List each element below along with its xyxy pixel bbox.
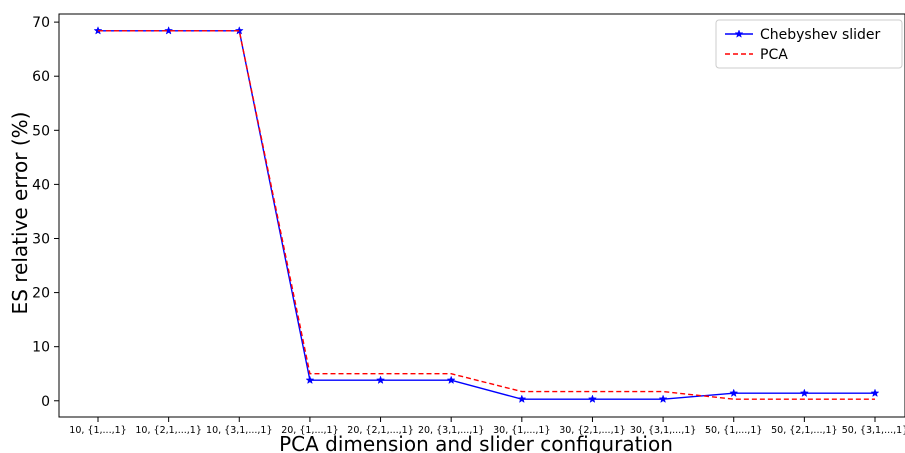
series-line	[98, 30, 875, 400]
y-tick-label: 70	[32, 15, 50, 31]
x-tick-label: 20, {1,...,1}	[281, 425, 338, 436]
data-point	[729, 388, 739, 398]
y-tick-label: 20	[32, 286, 50, 302]
y-axis: 0 10 20 30 40 50 60 70	[32, 15, 59, 410]
legend-label: Chebyshev slider	[760, 27, 881, 43]
data-point	[376, 375, 386, 385]
legend-item: PCA	[725, 47, 788, 63]
data-point	[517, 394, 527, 403]
data-point	[234, 26, 244, 35]
x-tick-label: 20, {3,1,...,1}	[418, 425, 484, 436]
y-tick-label: 10	[32, 340, 50, 356]
data-point	[164, 26, 174, 35]
x-tick-label: 20, {2,1,...,1}	[347, 425, 413, 436]
x-axis-title: PCA dimension and slider configuration	[279, 432, 673, 453]
legend-box	[715, 19, 903, 69]
x-tick-label: 30, {1,...,1}	[493, 425, 550, 436]
y-tick-label: 0	[41, 394, 50, 410]
data-point	[799, 388, 809, 398]
data-point	[870, 388, 880, 398]
data-point	[305, 375, 315, 385]
y-tick-label: 40	[32, 177, 50, 193]
x-tick-label: 30, {2,1,...,1}	[559, 425, 625, 436]
x-tick-label: 50, {1,...,1}	[705, 425, 762, 436]
legend-label: PCA	[760, 47, 788, 63]
x-axis: 10, {1,...,1} 10, {2,1,...,1} 10, {3,1,...…	[69, 417, 905, 436]
series-1	[98, 30, 875, 400]
x-tick-label: 30, {3,1,...,1}	[630, 425, 696, 436]
data-point	[446, 375, 456, 385]
legend: Chebyshev slider PCA	[715, 19, 903, 69]
plot-frame	[58, 13, 905, 418]
data-point	[658, 394, 668, 403]
x-tick-label: 10, {2,1,...,1}	[135, 425, 201, 436]
legend-item: Chebyshev slider	[725, 27, 881, 43]
y-tick-label: 30	[32, 231, 50, 247]
y-axis-title: ES relative error (%)	[8, 112, 32, 315]
x-tick-label: 10, {1,...,1}	[69, 425, 126, 436]
x-tick-label: 50, {2,1,...,1}	[771, 425, 837, 436]
legend-marker	[734, 29, 744, 38]
series-0	[93, 26, 880, 403]
plot-area	[58, 13, 905, 418]
series-layer	[93, 26, 880, 403]
x-tick-label: 50, {3,1,...,1}	[842, 425, 905, 436]
data-point	[587, 394, 597, 403]
y-tick-label: 60	[32, 69, 50, 85]
x-tick-label: 10, {3,1,...,1}	[206, 425, 272, 436]
series-line	[98, 30, 875, 400]
y-tick-label: 50	[32, 123, 50, 139]
